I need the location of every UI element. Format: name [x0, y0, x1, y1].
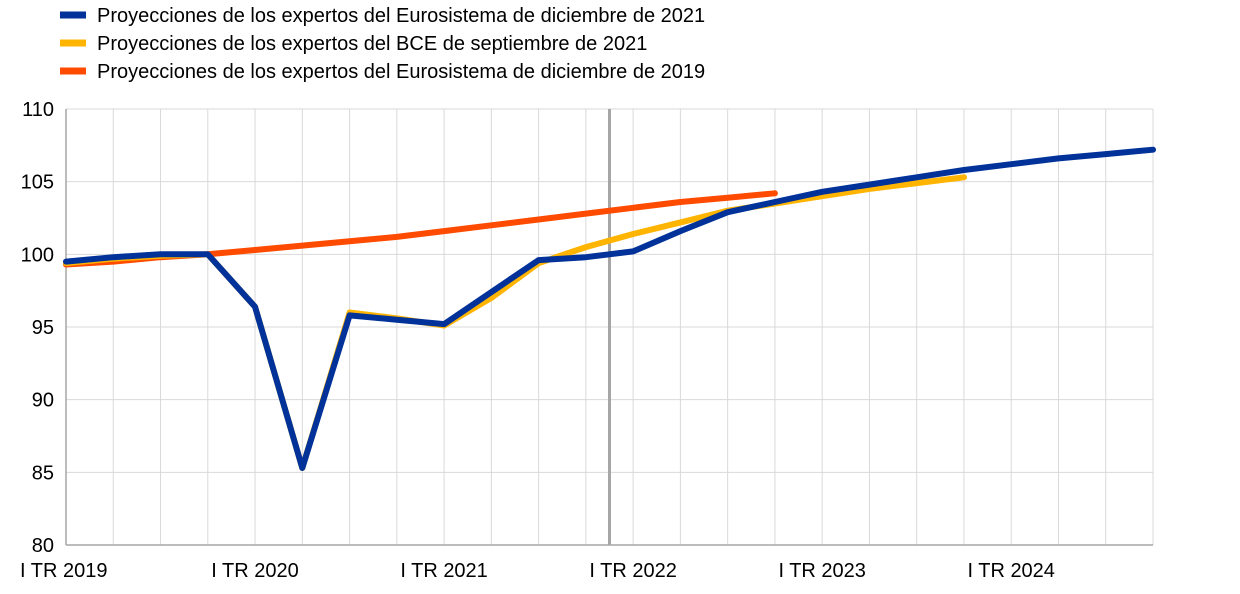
series-line-003299	[63, 146, 1156, 471]
tick-labels: 80 85 90 95 100 105 110 I TR 2019 I TR 2020 I TR …	[20, 99, 1055, 582]
y-tick-label: 80	[32, 535, 54, 557]
legend-label: Proyecciones de los expertos del BCE de …	[97, 33, 647, 55]
x-tick-label: I TR 2020	[211, 560, 298, 582]
series-lines	[63, 146, 1156, 471]
y-tick-label: 95	[32, 317, 54, 339]
y-tick-label: 85	[32, 462, 54, 484]
y-tick-label: 110	[22, 99, 54, 121]
x-tick-label: I TR 2023	[778, 560, 865, 582]
y-tick-label: 100	[21, 244, 54, 266]
x-tick-label: I TR 2021	[400, 560, 487, 582]
legend-label: Proyecciones de los expertos del Eurosis…	[97, 61, 705, 83]
y-tick-label: 90	[32, 390, 54, 412]
x-tick-label: I TR 2024	[967, 560, 1054, 582]
y-tick-label: 105	[21, 172, 54, 194]
x-tick-label: I TR 2019	[20, 560, 107, 582]
legend: Proyecciones de los expertos del Eurosis…	[60, 5, 705, 83]
x-tick-label: I TR 2022	[589, 560, 676, 582]
legend-label: Proyecciones de los expertos del Eurosis…	[97, 5, 705, 27]
